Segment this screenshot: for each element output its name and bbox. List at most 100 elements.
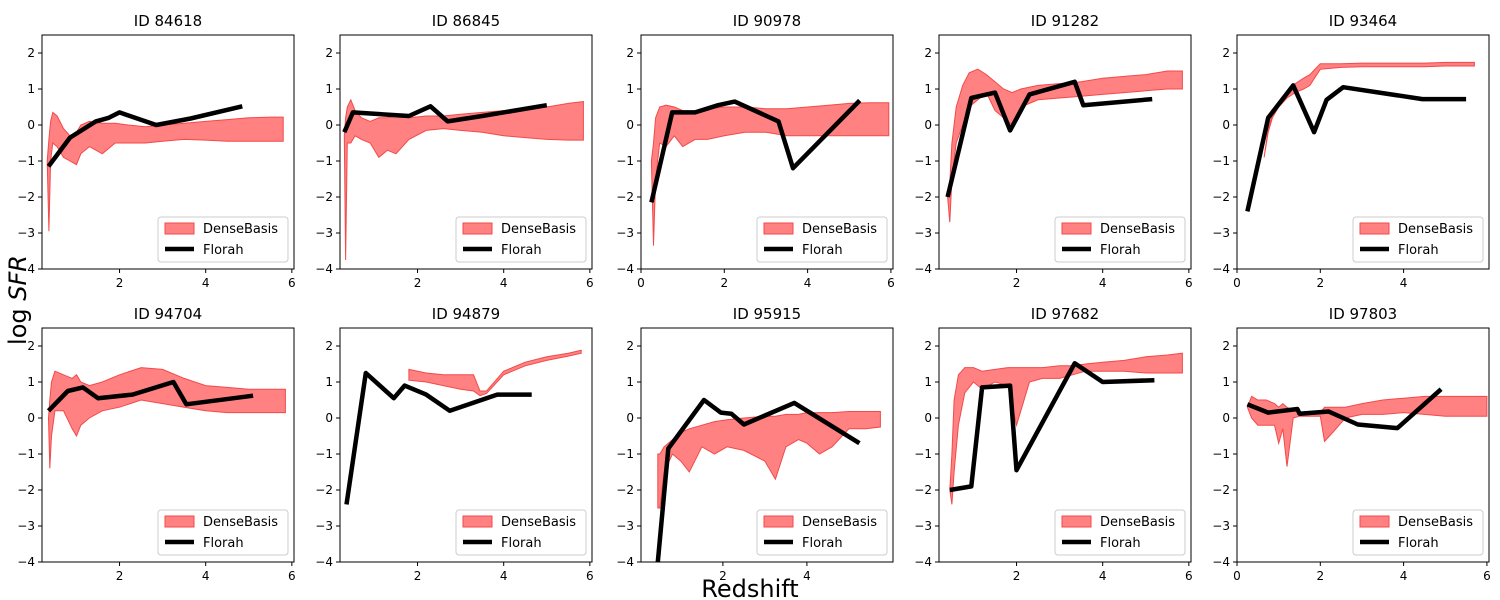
legend-label-florah: Florah	[1100, 536, 1141, 551]
y-tick-label: 2	[325, 46, 333, 60]
y-tick-label: 2	[1222, 339, 1230, 353]
y-axis-label-variable: SFR	[4, 255, 32, 301]
y-tick-label: −3	[1212, 519, 1230, 533]
axes-frame	[41, 34, 295, 270]
y-tick-label: −4	[17, 262, 35, 276]
legend-label-florah: Florah	[203, 243, 244, 258]
y-tick-label: −4	[914, 262, 932, 276]
subplot-title: ID 97803	[1329, 305, 1397, 323]
y-tick-label: −1	[1212, 154, 1230, 168]
y-tick-label: 1	[924, 82, 932, 96]
legend: DenseBasis Florah	[756, 509, 888, 556]
x-tick-label: 2	[414, 569, 422, 583]
densebasis-band	[47, 367, 286, 469]
legend: DenseBasis Florah	[455, 216, 587, 263]
axes-frame	[938, 34, 1192, 270]
legend-swatch-band	[164, 222, 195, 235]
legend-label-florah: Florah	[501, 536, 542, 551]
x-tick-label: 2	[1013, 569, 1021, 583]
florah-line	[655, 397, 861, 562]
y-tick-label: 2	[27, 46, 35, 60]
legend: DenseBasis Florah	[157, 216, 289, 263]
y-tick-label: 2	[325, 339, 333, 353]
y-tick-label: 1	[325, 375, 333, 389]
y-tick-label: 0	[325, 118, 333, 132]
florah-line	[344, 370, 532, 505]
x-tick-label: 2	[719, 569, 727, 583]
x-tick-label: 6	[586, 569, 594, 583]
y-tick-label: 2	[626, 46, 634, 60]
y-tick-label: −3	[315, 519, 333, 533]
y-tick-label: −2	[616, 190, 634, 204]
axes-frame	[938, 327, 1192, 563]
y-tick-label: −2	[914, 190, 932, 204]
densebasis-band	[1263, 61, 1475, 158]
x-tick-label: 0	[1233, 569, 1241, 583]
y-tick-label: −3	[616, 519, 634, 533]
x-tick-label: 2	[116, 276, 124, 290]
y-tick-label: 1	[1222, 375, 1230, 389]
y-tick-label: 2	[27, 339, 35, 353]
x-tick-label: 6	[288, 569, 296, 583]
y-tick-label: −1	[315, 154, 333, 168]
y-tick-label: 1	[626, 375, 634, 389]
florah-line	[949, 361, 1155, 493]
subplot: −4 −3 −2 −1 0 1 2 2 4 6 ID 97682 DenseBasis Florah	[914, 305, 1192, 583]
densebasis-band	[1246, 395, 1488, 467]
legend-label-densebasis: DenseBasis	[1398, 222, 1473, 237]
legend-swatch-band	[763, 515, 794, 528]
y-tick-label: −4	[1212, 555, 1230, 569]
y-tick-label: −2	[315, 190, 333, 204]
subplot-title: ID 94879	[432, 305, 500, 323]
y-tick-label: −1	[914, 447, 932, 461]
y-tick-label: 0	[626, 411, 634, 425]
subplot: −4 −3 −2 −1 0 1 2 0 2 4 6 ID 97803 DenseBasis Florah	[1212, 305, 1490, 583]
subplot: −4 −3 −2 −1 0 1 2 0 2 4 6 ID 90978 DenseBasis Florah	[616, 12, 894, 290]
x-tick-label: 4	[1400, 276, 1408, 290]
y-tick-label: 1	[1222, 82, 1230, 96]
subplot-title: ID 84618	[134, 12, 202, 30]
densebasis-band	[947, 68, 1183, 223]
x-tick-label: 4	[1099, 276, 1107, 290]
densebasis-band	[343, 98, 584, 261]
x-axis-label: Redshift	[701, 575, 798, 600]
legend-label-densebasis: DenseBasis	[501, 515, 576, 530]
y-tick-label: −3	[1212, 226, 1230, 240]
legend-label-florah: Florah	[501, 243, 542, 258]
y-tick-label: 2	[924, 46, 932, 60]
legend-swatch-band	[1061, 222, 1092, 235]
legend-label-densebasis: DenseBasis	[1398, 515, 1473, 530]
legend: DenseBasis Florah	[157, 509, 289, 556]
x-tick-label: 4	[804, 276, 812, 290]
x-tick-label: 2	[414, 276, 422, 290]
axes-frame	[1236, 327, 1490, 563]
y-tick-label: 2	[924, 339, 932, 353]
y-tick-label: −1	[17, 447, 35, 461]
florah-line	[1245, 83, 1467, 212]
y-tick-label: 1	[27, 82, 35, 96]
legend-label-florah: Florah	[802, 243, 843, 258]
legend: DenseBasis Florah	[756, 216, 888, 263]
x-tick-label: 6	[586, 276, 594, 290]
x-tick-label: 4	[1099, 569, 1107, 583]
x-tick-label: 4	[803, 569, 811, 583]
legend-swatch-band	[763, 222, 794, 235]
y-tick-label: 1	[27, 375, 35, 389]
densebasis-band	[650, 102, 890, 246]
y-tick-label: −3	[914, 519, 932, 533]
subplot-title: ID 90978	[733, 12, 801, 30]
x-tick-label: 2	[116, 569, 124, 583]
axes-frame	[640, 34, 894, 270]
x-tick-label: 6	[1185, 276, 1193, 290]
x-tick-label: 2	[720, 276, 728, 290]
x-tick-label: 2	[1013, 276, 1021, 290]
legend: DenseBasis Florah	[1054, 216, 1186, 263]
x-tick-label: 4	[202, 276, 210, 290]
y-tick-label: −3	[17, 519, 35, 533]
axes-frame	[640, 327, 894, 563]
subplot-title: ID 94704	[134, 305, 202, 323]
subplot-title: ID 95915	[733, 305, 801, 323]
legend-label-densebasis: DenseBasis	[1100, 222, 1175, 237]
y-tick-label: 0	[626, 118, 634, 132]
